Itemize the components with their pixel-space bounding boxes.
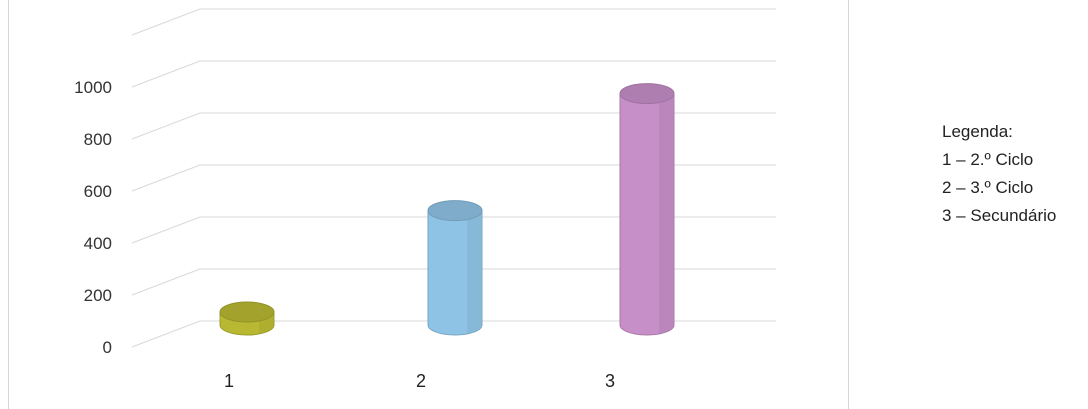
gridline-depth (131, 268, 201, 296)
y-tick-label: 400 (84, 234, 112, 253)
bar (219, 301, 275, 336)
x-tick-label: 2 (416, 371, 426, 391)
bar-top (219, 301, 275, 323)
bar (619, 83, 675, 336)
legend-item: 1 – 2.º Ciclo (942, 150, 1034, 169)
gridline-depth (131, 8, 201, 36)
legend-title: Legenda: (942, 122, 1013, 141)
x-axis: 1 2 3 (224, 371, 615, 391)
bars (219, 83, 675, 336)
gridline-depth (131, 60, 201, 88)
legend-item: 2 – 3.º Ciclo (942, 178, 1034, 197)
y-tick-label: 0 (103, 338, 112, 357)
legend: Legenda: 1 – 2.º Ciclo 2 – 3.º Ciclo 3 –… (942, 118, 1088, 230)
bar-shade (659, 93, 675, 334)
x-tick-label: 1 (224, 371, 234, 391)
y-tick-label: 800 (84, 130, 112, 149)
bar-top (619, 83, 675, 105)
y-axis: 0 200 400 600 800 1000 (74, 78, 112, 357)
gridline-depth (131, 320, 201, 348)
chart-border-right (848, 0, 849, 409)
x-tick-label: 3 (605, 371, 615, 391)
y-tick-label: 200 (84, 286, 112, 305)
y-tick-label: 1000 (74, 78, 112, 97)
gridline-depth (131, 216, 201, 244)
y-tick-label: 600 (84, 182, 112, 201)
bar-shade (467, 210, 483, 334)
legend-item: 3 – Secundário (942, 206, 1057, 225)
bar (427, 200, 483, 336)
gridlines (131, 8, 776, 348)
gridline-depth (131, 164, 201, 192)
chart-border-left (8, 0, 9, 409)
bar-top (427, 200, 483, 222)
gridline-depth (131, 112, 201, 140)
